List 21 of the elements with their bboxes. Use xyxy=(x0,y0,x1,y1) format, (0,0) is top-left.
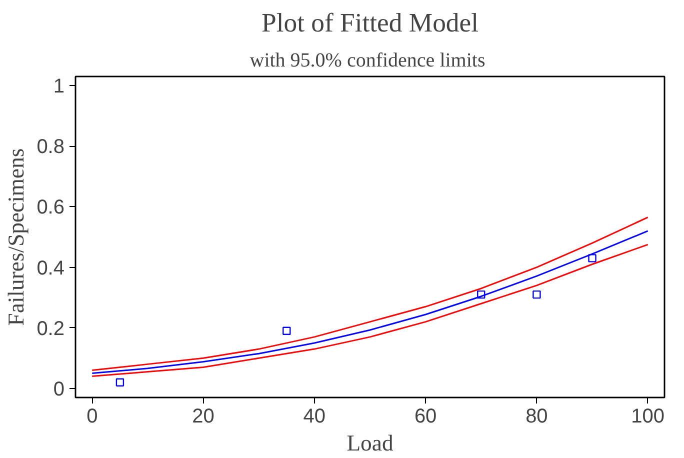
y-tick-label: 0.4 xyxy=(36,257,65,280)
y-tick-label: 0.6 xyxy=(36,196,65,219)
point xyxy=(588,254,596,262)
point xyxy=(282,326,291,335)
x-axis-title: Load xyxy=(346,430,394,456)
y-tick-label: 0.8 xyxy=(36,136,65,158)
y-tick-label: 0 xyxy=(53,378,64,400)
y-axis-title: Failures/Specimens xyxy=(4,148,29,326)
chart-subtitle: with 95.0% confidence limits xyxy=(250,50,486,72)
y-tick-label: 0.2 xyxy=(36,318,65,340)
x-tick-label: 60 xyxy=(414,406,437,428)
x-tick-label: 0 xyxy=(86,406,98,428)
x-tick-label: 80 xyxy=(526,406,548,428)
chart-title: Plot of Fitted Model xyxy=(262,8,478,38)
y-tick-label: 1 xyxy=(53,76,64,98)
x-tick-label: 20 xyxy=(192,406,214,428)
point xyxy=(477,290,486,299)
x-tick-label: 40 xyxy=(303,406,326,428)
point xyxy=(532,290,541,299)
x-tick-label: 100 xyxy=(631,406,665,428)
point xyxy=(116,378,124,386)
